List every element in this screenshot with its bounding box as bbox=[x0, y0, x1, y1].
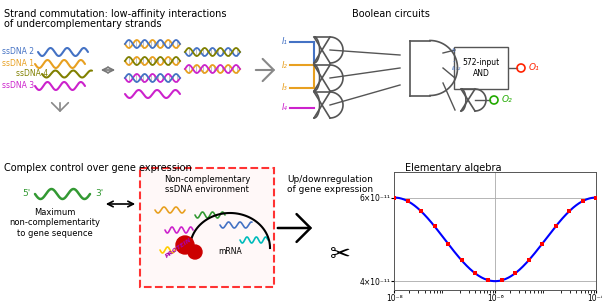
Text: ssDNA 1: ssDNA 1 bbox=[2, 59, 34, 68]
Text: Strand commutation: low-affinity interactions: Strand commutation: low-affinity interac… bbox=[4, 9, 226, 19]
Text: 5': 5' bbox=[22, 189, 30, 198]
Text: O₁: O₁ bbox=[529, 63, 540, 72]
Text: I₅₇₂: I₅₇₂ bbox=[452, 66, 461, 71]
Text: I₂: I₂ bbox=[282, 60, 288, 70]
Text: ssDNA 3: ssDNA 3 bbox=[2, 82, 34, 91]
Text: ssDNA 2: ssDNA 2 bbox=[2, 47, 34, 56]
FancyBboxPatch shape bbox=[454, 47, 508, 89]
Circle shape bbox=[176, 236, 194, 254]
Text: PROTEIN: PROTEIN bbox=[165, 237, 193, 259]
FancyBboxPatch shape bbox=[140, 168, 274, 287]
Text: Non-complementary
ssDNA environment: Non-complementary ssDNA environment bbox=[164, 175, 250, 194]
Text: Up/downregulation
of gene expression: Up/downregulation of gene expression bbox=[287, 175, 373, 194]
Text: I₃: I₃ bbox=[282, 83, 288, 92]
Text: O₂: O₂ bbox=[502, 95, 513, 104]
Text: Complex control over gene expression: Complex control over gene expression bbox=[4, 163, 192, 173]
Text: Elementary algebra: Elementary algebra bbox=[405, 163, 501, 173]
Text: I₁: I₁ bbox=[452, 48, 456, 54]
Text: Maximum
non-complementarity
to gene sequence: Maximum non-complementarity to gene sequ… bbox=[10, 208, 101, 238]
Text: 3': 3' bbox=[95, 189, 104, 198]
Text: of undercomplementary strands: of undercomplementary strands bbox=[4, 19, 161, 29]
Circle shape bbox=[188, 245, 202, 259]
Text: 572-input
AND: 572-input AND bbox=[462, 58, 500, 78]
Text: I₁: I₁ bbox=[282, 38, 288, 47]
Text: ✂: ✂ bbox=[329, 243, 350, 267]
Text: Boolean circuits: Boolean circuits bbox=[352, 9, 430, 19]
Text: I₄: I₄ bbox=[282, 103, 288, 112]
Text: mRNA: mRNA bbox=[218, 248, 242, 257]
Text: ...: ... bbox=[452, 58, 458, 63]
Text: ssDNA 4: ssDNA 4 bbox=[16, 70, 48, 79]
